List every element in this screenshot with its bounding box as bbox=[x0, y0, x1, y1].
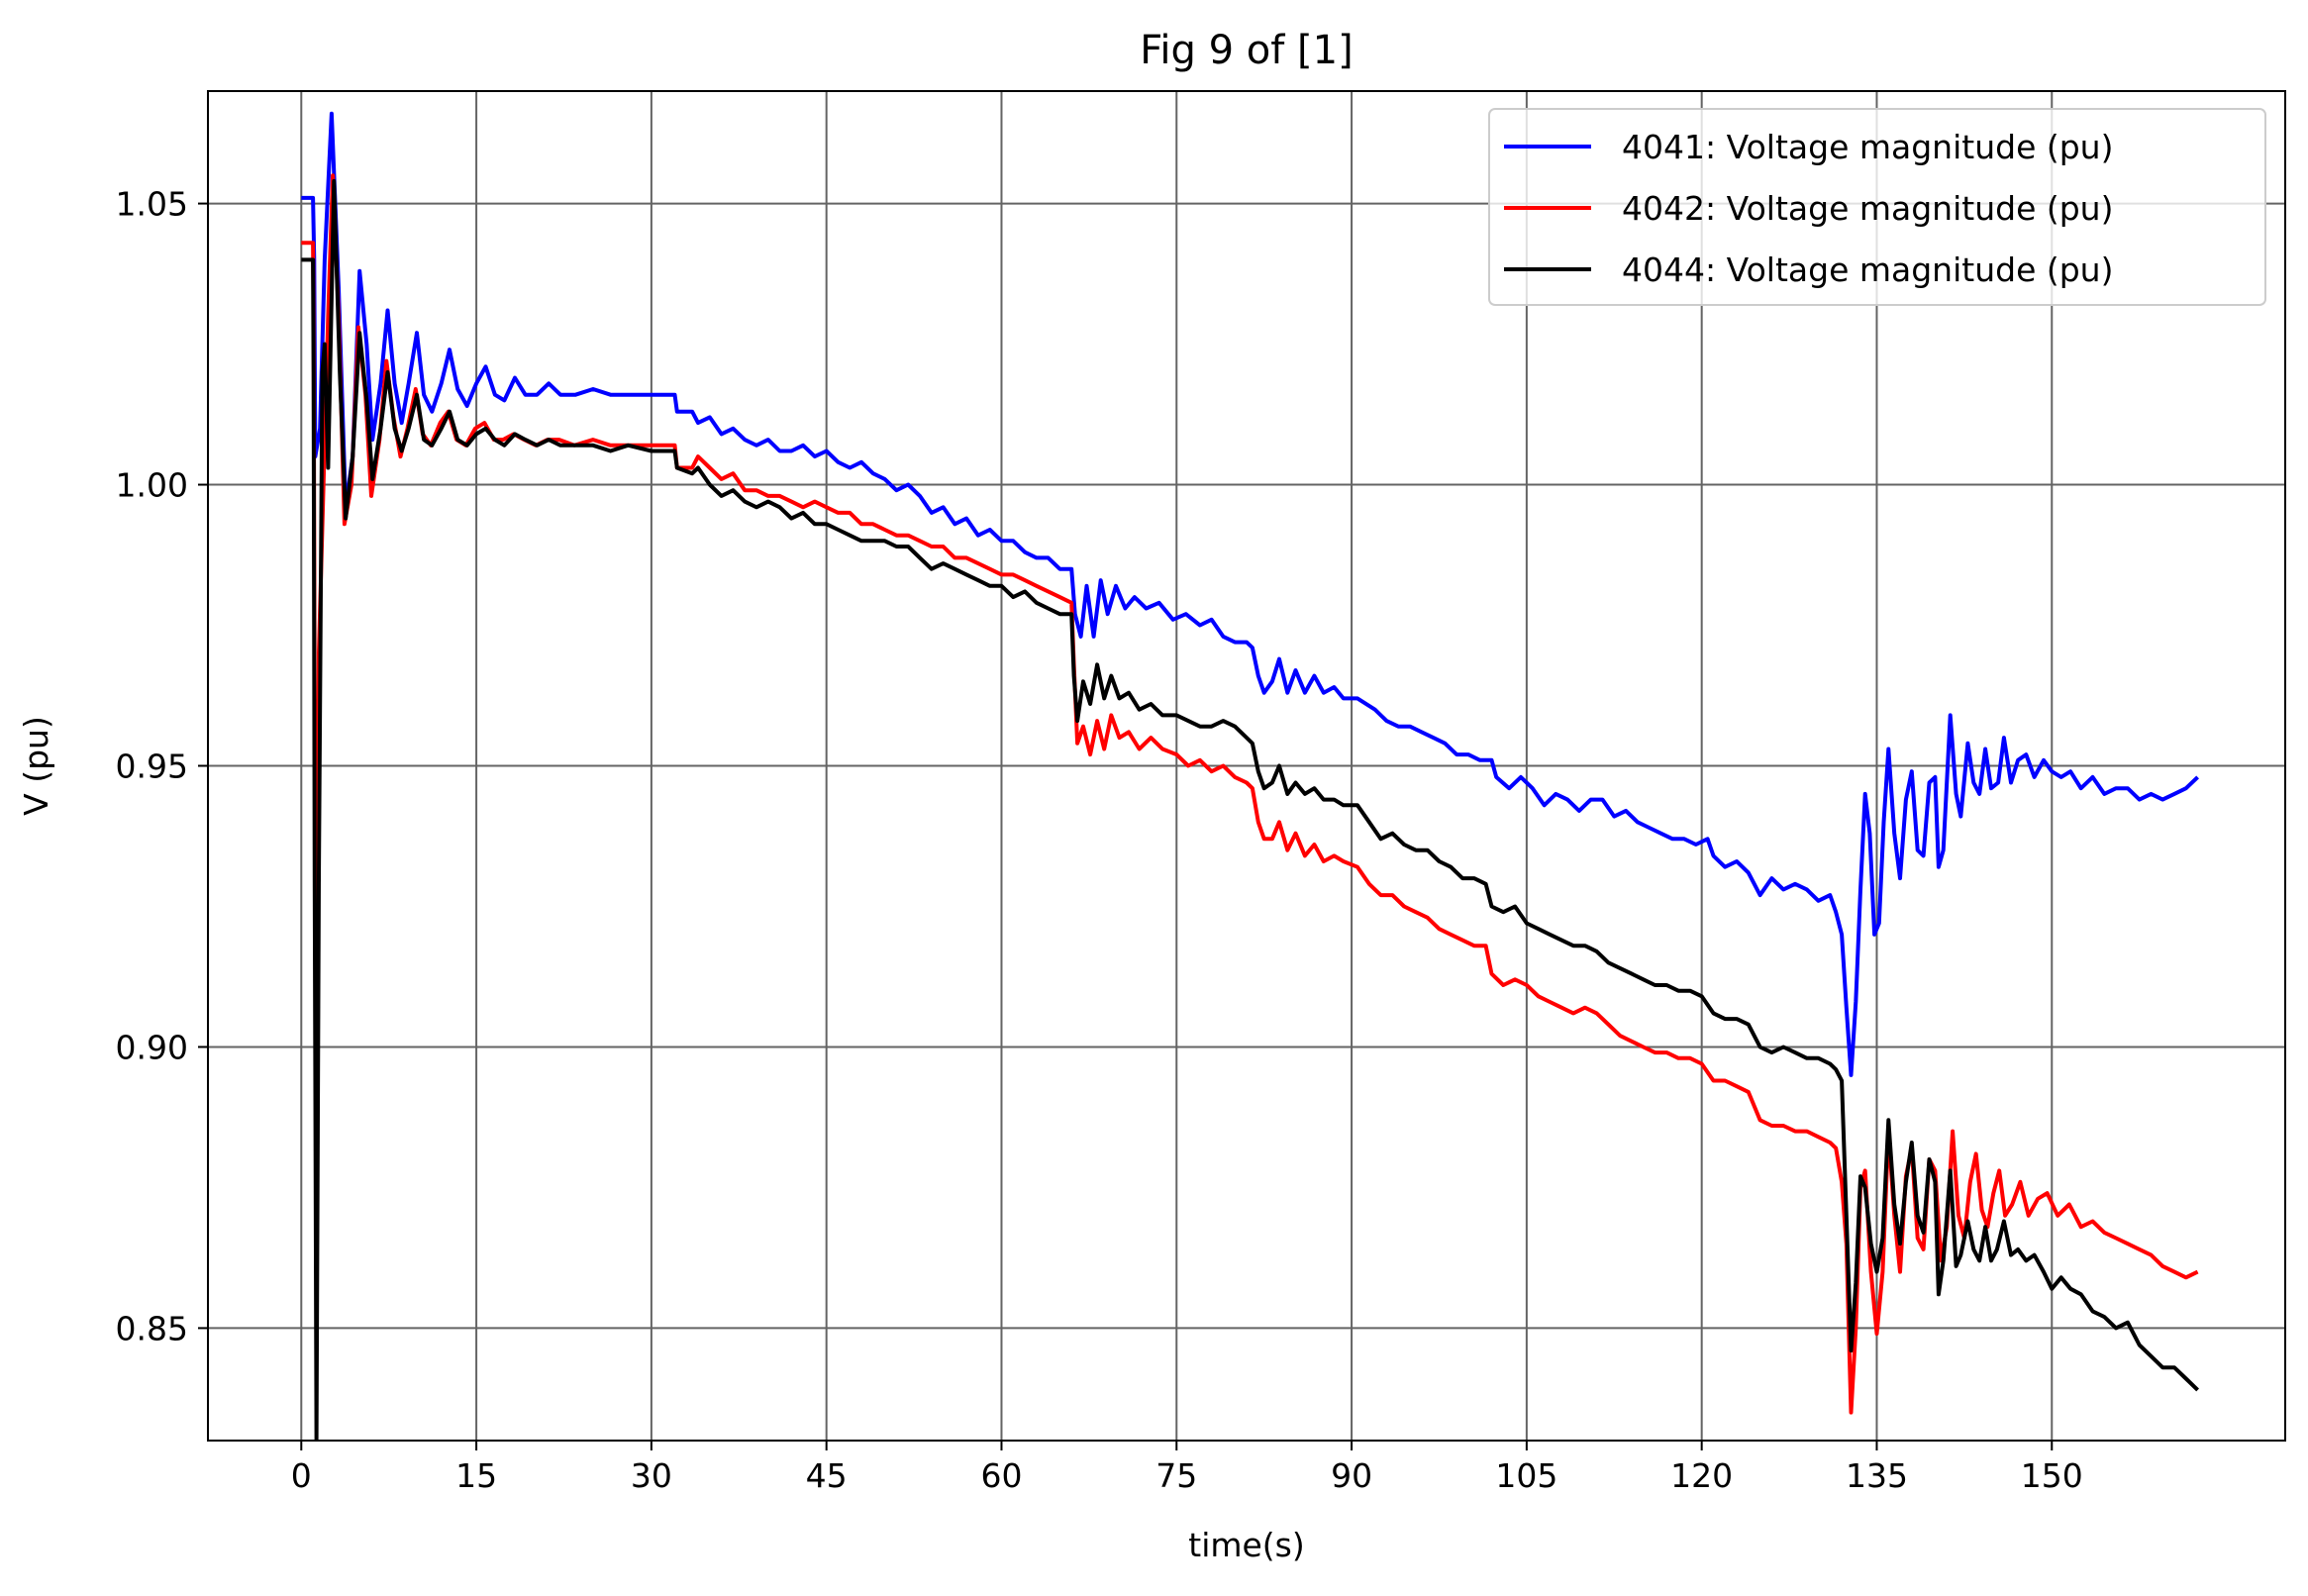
chart-title: Fig 9 of [1] bbox=[1140, 28, 1353, 73]
x-tick-label: 120 bbox=[1670, 1456, 1733, 1495]
legend-entry-2: 4042: Voltage magnitude (pu) bbox=[1622, 189, 2113, 228]
x-tick-label: 15 bbox=[455, 1456, 497, 1495]
x-tick-label: 135 bbox=[1846, 1456, 1908, 1495]
axis-ticks: 0 15 30 45 60 75 90 105 120 135 150 0.85 0.90 0.95 1.0… bbox=[116, 185, 2083, 1495]
legend-box bbox=[1488, 108, 2266, 306]
x-axis-label: time(s) bbox=[1188, 1526, 1305, 1564]
legend: 4041: Voltage magnitude (pu) 4042: Voltag… bbox=[1488, 108, 2266, 306]
legend-entry-3: 4044: Voltage magnitude (pu) bbox=[1622, 250, 2113, 289]
x-tick-label: 150 bbox=[2021, 1456, 2083, 1495]
y-tick-label: 1.05 bbox=[116, 185, 188, 224]
x-tick-label: 105 bbox=[1495, 1456, 1557, 1495]
x-tick-label: 30 bbox=[631, 1456, 672, 1495]
legend-entry-1: 4041: Voltage magnitude (pu) bbox=[1622, 128, 2113, 166]
x-tick-label: 0 bbox=[291, 1456, 312, 1495]
series-line-3 bbox=[301, 178, 2199, 1441]
x-tick-label: 90 bbox=[1331, 1456, 1372, 1495]
series-lines bbox=[301, 111, 2199, 1441]
series-line-1 bbox=[301, 111, 2199, 1077]
y-axis-label: V (pu) bbox=[17, 716, 55, 816]
y-tick-label: 0.95 bbox=[116, 748, 188, 786]
y-tick-label: 1.00 bbox=[116, 466, 188, 505]
y-tick-label: 0.90 bbox=[116, 1028, 188, 1066]
x-tick-label: 60 bbox=[980, 1456, 1022, 1495]
y-tick-label: 0.85 bbox=[116, 1309, 188, 1347]
grid bbox=[208, 91, 2285, 1441]
x-tick-label: 45 bbox=[806, 1456, 848, 1495]
x-tick-label: 75 bbox=[1155, 1456, 1197, 1495]
